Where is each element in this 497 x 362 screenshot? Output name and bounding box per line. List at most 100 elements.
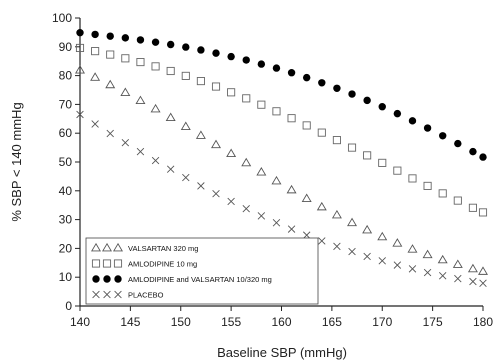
data-point — [469, 147, 477, 156]
data-point — [347, 143, 357, 152]
data-point — [120, 87, 131, 96]
data-point — [378, 257, 386, 265]
data-point — [197, 182, 205, 190]
data-point — [333, 84, 341, 92]
data-point — [151, 156, 160, 165]
data-point — [105, 79, 116, 89]
data-point — [363, 96, 371, 105]
data-point — [287, 225, 296, 233]
legend-marker — [91, 259, 101, 268]
data-point — [121, 34, 130, 42]
data-point — [287, 114, 296, 123]
x-tick-label: 170 — [372, 315, 392, 329]
data-point — [91, 47, 100, 56]
data-point — [423, 268, 432, 277]
data-point — [453, 196, 462, 205]
data-point — [467, 263, 478, 273]
data-point — [478, 266, 488, 275]
data-point — [197, 46, 205, 54]
data-point — [241, 157, 252, 167]
y-tick-label: 0 — [65, 299, 72, 313]
data-point — [91, 30, 99, 39]
data-point — [257, 212, 266, 220]
legend-marker — [92, 290, 100, 299]
data-point — [393, 261, 402, 269]
x-tick-label: 140 — [70, 315, 90, 329]
data-point — [271, 175, 282, 185]
legend-marker — [114, 290, 122, 299]
data-point — [438, 189, 447, 198]
data-point — [438, 272, 447, 280]
series-triangle — [75, 65, 488, 275]
legend-entry: PLACEBO — [92, 290, 164, 300]
data-point — [166, 165, 175, 173]
data-point — [227, 197, 235, 206]
data-point — [195, 130, 206, 139]
data-point — [331, 209, 342, 219]
legend-label: AMLODIPINE 10 mg — [128, 260, 197, 269]
data-point — [135, 95, 146, 105]
data-point — [76, 110, 84, 119]
data-point — [227, 52, 235, 61]
data-point — [408, 117, 417, 125]
data-point — [196, 77, 205, 86]
data-point — [348, 247, 356, 256]
y-tick-label: 90 — [59, 40, 73, 54]
legend-marker — [92, 275, 100, 283]
data-point — [151, 62, 160, 71]
data-point — [318, 237, 326, 245]
data-point — [165, 112, 176, 122]
data-point — [121, 54, 130, 63]
data-point — [150, 103, 161, 113]
y-axis-title: % SBP < 140 mmHg — [9, 102, 24, 221]
data-point — [301, 193, 312, 202]
legend-marker — [102, 259, 112, 268]
data-point — [479, 153, 487, 161]
x-tick-label: 165 — [322, 315, 342, 329]
data-point — [348, 90, 356, 98]
data-point — [242, 56, 250, 64]
series-x — [76, 110, 487, 287]
data-point — [408, 174, 417, 183]
y-tick-label: 20 — [59, 241, 73, 255]
x-tick-label: 145 — [120, 315, 140, 329]
data-point — [287, 69, 296, 77]
data-point — [121, 138, 130, 147]
data-point — [212, 49, 220, 57]
data-marks — [75, 28, 488, 287]
y-tick-label: 30 — [59, 213, 73, 227]
data-point — [182, 173, 190, 182]
data-point — [257, 60, 266, 68]
data-point — [423, 181, 432, 190]
x-axis-title: Baseline SBP (mmHg) — [217, 345, 347, 360]
series-square — [75, 43, 488, 217]
data-point — [151, 38, 160, 46]
y-tick-label: 10 — [59, 270, 73, 284]
data-point — [393, 109, 402, 118]
data-point — [393, 166, 402, 175]
y-tick-label: 50 — [59, 155, 73, 169]
legend-marker — [114, 275, 122, 283]
data-point — [136, 36, 145, 44]
ticks: 0 10 20 30 40 50 60 70 80 90 100 140 145 150 155 160 165… — [52, 11, 493, 329]
data-point — [363, 252, 371, 261]
data-point — [377, 231, 388, 241]
data-point — [347, 217, 358, 227]
data-point — [272, 107, 281, 116]
legend-entry: VALSARTAN 320 mg — [91, 242, 198, 253]
data-point — [106, 50, 115, 59]
data-point — [363, 151, 372, 160]
data-point — [226, 148, 237, 158]
legend-marker — [103, 290, 111, 299]
data-point — [468, 203, 477, 212]
legend-marker — [102, 242, 112, 252]
data-point — [469, 277, 477, 286]
data-point — [166, 66, 175, 76]
data-point — [437, 254, 448, 264]
x-tick-label: 180 — [473, 315, 493, 329]
y-tick-label: 60 — [59, 126, 73, 140]
data-point — [272, 64, 281, 72]
legend-label: VALSARTAN 320 mg — [128, 244, 198, 253]
data-point — [454, 274, 462, 283]
